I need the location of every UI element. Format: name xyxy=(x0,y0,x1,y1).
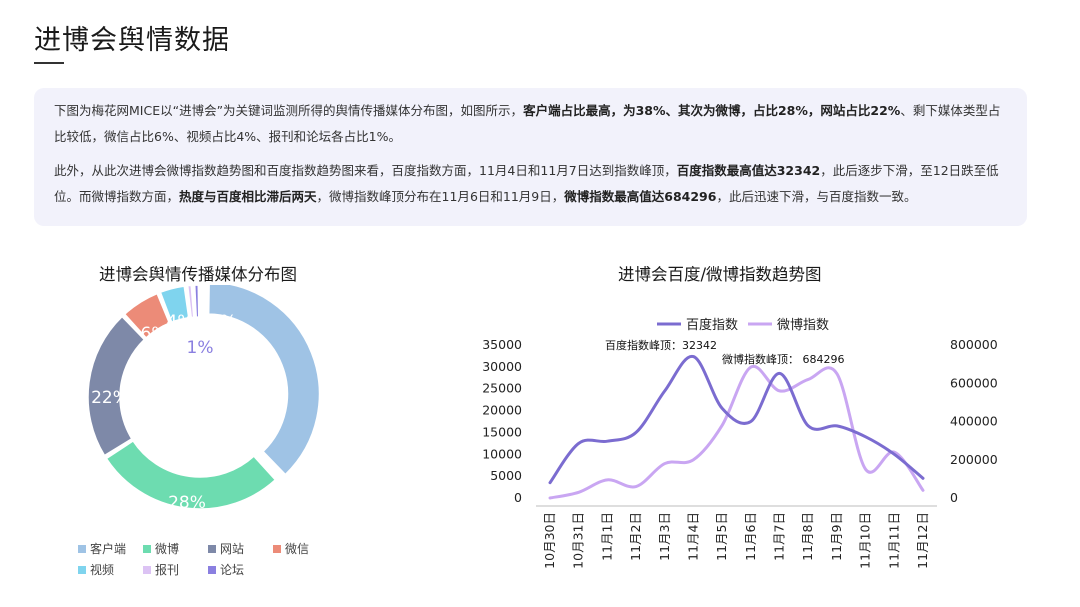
title-underline xyxy=(34,62,64,64)
summary-highlight: 客户端占比最高，为38%、其次为微博，占比28%，网站占比22% xyxy=(523,103,901,118)
donut-slice-7 xyxy=(193,285,200,318)
donut-slice-1 xyxy=(207,285,321,476)
y-left-tick-label: 10000 xyxy=(482,446,522,461)
x-tick-label: 11月5日 xyxy=(714,512,729,561)
y-right-tick-label: 0 xyxy=(950,490,958,505)
x-tick-label: 11月6日 xyxy=(743,512,758,561)
legend-swatch xyxy=(78,565,86,574)
donut-data-label: 1% xyxy=(187,338,214,358)
legend-swatch xyxy=(208,565,216,574)
donut-legend-item: 网站 xyxy=(208,540,244,557)
y-right-tick-label: 600000 xyxy=(950,375,998,390)
donut-slice-4 xyxy=(123,292,171,339)
line-legend-label: 微博指数 xyxy=(777,318,829,333)
donut-data-label: 4% xyxy=(167,312,194,332)
peak-annotation: 百度指数峰顶：32342 xyxy=(605,338,717,352)
legend-swatch xyxy=(143,544,151,553)
x-tick-label: 11月10日 xyxy=(858,512,873,569)
legend-swatch xyxy=(273,544,281,553)
donut-chart: 38% 28% 22% 6%4% 1% 1% xyxy=(87,285,360,513)
donut-data-label: 38% xyxy=(328,369,360,389)
x-tick-label: 11月3日 xyxy=(657,512,672,561)
legend-label: 微博 xyxy=(155,542,180,556)
donut-legend-item: 视频 xyxy=(78,561,114,578)
x-tick-label: 10月30日 xyxy=(542,512,557,569)
x-tick-label: 11月12日 xyxy=(915,512,930,569)
legend-label: 报刊 xyxy=(155,563,180,577)
summary-highlight: 百度指数最高值达32342 xyxy=(676,163,821,178)
summary-paragraph-1: 下图为梅花网MICE以“进博会”为关键词监测所得的舆情传播媒体分布图，如图所示，… xyxy=(54,98,1009,150)
y-right-tick-label: 400000 xyxy=(950,414,998,429)
donut-legend-item: 客户端 xyxy=(78,540,126,557)
legend-label: 网站 xyxy=(220,542,245,556)
line-chart: 0 5000 10000 15000 20000 25000 30000 35000 0 2000… xyxy=(482,317,998,569)
y-left-tick-label: 20000 xyxy=(482,403,522,418)
x-tick-label: 11月7日 xyxy=(772,512,787,561)
line-legend-label: 百度指数 xyxy=(686,317,738,333)
y-left-tick-label: 35000 xyxy=(482,337,522,352)
donut-legend-item: 论坛 xyxy=(208,561,244,578)
summary-text: ，此后迅速下滑，与百度指数一致。 xyxy=(716,189,917,204)
summary-text: 、剩下媒体类型占比较低，微信占比6%、视频占比4%、报刊和论坛各占比1%。 xyxy=(54,103,1001,144)
y-left-tick-label: 15000 xyxy=(482,424,522,439)
x-tick-label: 10月31日 xyxy=(571,512,586,569)
legend-swatch xyxy=(208,544,216,553)
summary-panel: 下图为梅花网MICE以“进博会”为关键词监测所得的舆情传播媒体分布图，如图所示，… xyxy=(34,88,1027,226)
donut-legend-item: 微博 xyxy=(143,540,179,557)
donut-data-label: 1% xyxy=(210,312,237,332)
donut-data-label: 6% xyxy=(141,324,168,344)
page-title: 进博会舆情数据 xyxy=(34,25,230,56)
line-chart-title: 进博会百度/微博指数趋势图 xyxy=(618,265,822,284)
donut-legend-item: 微信 xyxy=(273,540,309,557)
legend-swatch xyxy=(143,565,151,574)
y-left-tick-label: 5000 xyxy=(490,468,522,483)
y-right-tick-label: 800000 xyxy=(950,337,998,352)
x-tick-label: 11月8日 xyxy=(800,512,815,561)
legend-label: 微信 xyxy=(285,542,310,556)
legend-swatch xyxy=(78,544,86,553)
summary-text: 下图为梅花网MICE以“进博会”为关键词监测所得的舆情传播媒体分布图，如图所示， xyxy=(54,103,524,118)
x-tick-label: 11月9日 xyxy=(829,512,844,561)
y-left-tick-label: 0 xyxy=(514,490,522,505)
y-left-tick-label: 30000 xyxy=(482,359,522,374)
series-line-2 xyxy=(548,364,925,500)
legend-label: 客户端 xyxy=(90,542,127,556)
x-tick-label: 11月11日 xyxy=(886,512,901,569)
summary-highlight: 热度与百度相比滞后两天 xyxy=(179,189,317,204)
peak-annotation: 微博指数峰顶： 684296 xyxy=(722,352,845,366)
donut-slice-5 xyxy=(159,285,190,324)
summary-text: 此外，从此次进博会微博指数趋势图和百度指数趋势图来看，百度指数方面，11月4日和… xyxy=(54,163,677,178)
summary-paragraph-2: 此外，从此次进博会微博指数趋势图和百度指数趋势图来看，百度指数方面，11月4日和… xyxy=(54,158,1009,210)
donut-slice-2 xyxy=(105,439,277,510)
donut-slice-3 xyxy=(87,315,146,457)
y-right-tick-label: 200000 xyxy=(950,452,998,467)
x-tick-label: 11月2日 xyxy=(628,512,643,561)
summary-text: ，微博指数峰顶分布在11月6日和11月9日， xyxy=(316,189,565,204)
legend-label: 论坛 xyxy=(220,563,245,577)
x-tick-label: 11月4日 xyxy=(685,512,700,561)
x-tick-label: 11月1日 xyxy=(599,512,614,561)
donut-legend-item: 报刊 xyxy=(143,561,179,578)
series-line-1 xyxy=(548,355,925,485)
y-left-tick-label: 25000 xyxy=(482,381,522,396)
summary-text: ，此后逐步下滑，至12日跌至低位。而微博指数方面， xyxy=(54,163,999,204)
donut-data-label: 28% xyxy=(168,493,206,513)
donut-chart-title: 进博会舆情传播媒体分布图 xyxy=(99,265,297,284)
donut-slice-6 xyxy=(186,285,195,319)
legend-label: 视频 xyxy=(90,563,115,577)
donut-data-label: 22% xyxy=(91,388,129,408)
summary-highlight: 微博指数最高值达684296 xyxy=(564,189,717,204)
